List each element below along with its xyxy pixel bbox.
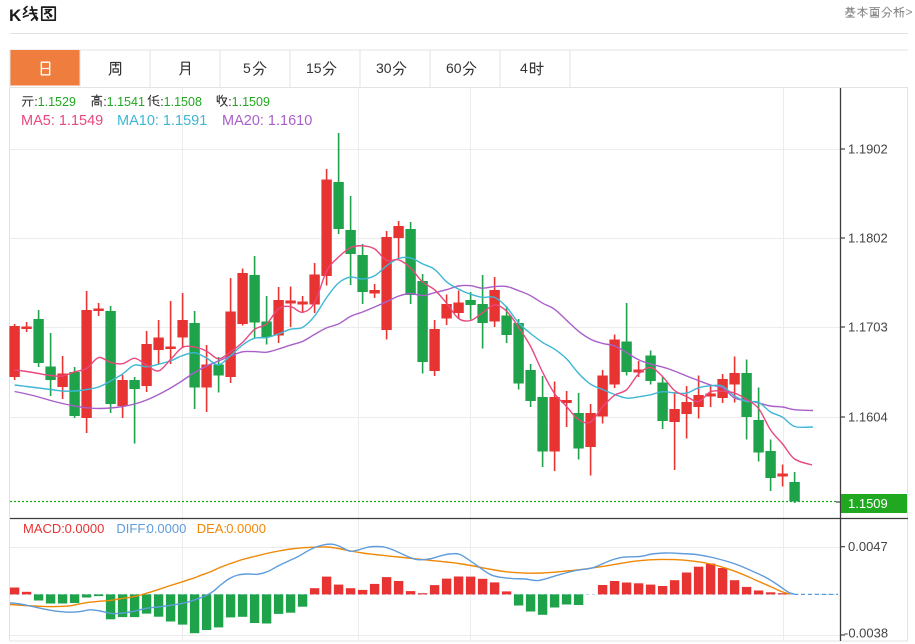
svg-text:MA10: 1.1591: MA10: 1.1591 xyxy=(117,113,207,129)
svg-text:30: 30 xyxy=(376,60,392,76)
svg-text::1.1541: :1.1541 xyxy=(103,95,145,109)
svg-text:DIFF:: DIFF: xyxy=(116,521,148,536)
svg-text:0.0047: 0.0047 xyxy=(848,539,888,554)
svg-text:0.0000: 0.0000 xyxy=(226,521,266,536)
svg-text:60: 60 xyxy=(446,60,462,76)
svg-text:MACD:: MACD: xyxy=(23,521,65,536)
svg-text::1.1529: :1.1529 xyxy=(34,95,76,109)
svg-text:5: 5 xyxy=(243,60,251,76)
svg-text:MA20: 1.1610: MA20: 1.1610 xyxy=(222,113,312,129)
svg-text:4: 4 xyxy=(520,60,528,76)
svg-text:-0.0038: -0.0038 xyxy=(844,626,888,641)
svg-text:1.1509: 1.1509 xyxy=(848,496,888,511)
svg-text:>: > xyxy=(906,5,913,19)
svg-text:MA5: 1.1549: MA5: 1.1549 xyxy=(21,113,103,129)
svg-text:DEA:: DEA: xyxy=(197,521,227,536)
svg-text:1.1604: 1.1604 xyxy=(848,410,888,425)
svg-text:0.0000: 0.0000 xyxy=(65,521,105,536)
svg-text:1.1902: 1.1902 xyxy=(848,142,888,157)
svg-text:0.0000: 0.0000 xyxy=(147,521,187,536)
svg-text:1.1703: 1.1703 xyxy=(848,320,888,335)
svg-text::1.1508: :1.1508 xyxy=(160,95,202,109)
svg-text:1.1802: 1.1802 xyxy=(848,231,888,246)
svg-text::1.1509: :1.1509 xyxy=(228,95,270,109)
svg-text:K: K xyxy=(9,6,22,25)
svg-text:15: 15 xyxy=(306,60,322,76)
